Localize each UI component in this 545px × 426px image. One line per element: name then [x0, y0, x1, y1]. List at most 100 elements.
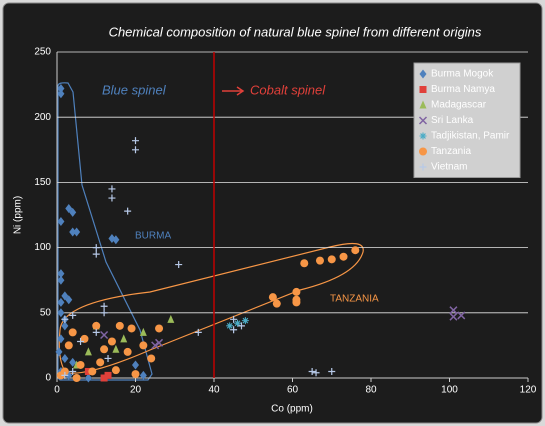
- point: [77, 337, 85, 345]
- point: [230, 326, 238, 334]
- point: [124, 207, 132, 215]
- point: [69, 357, 77, 367]
- point: [457, 311, 466, 320]
- point: [339, 252, 348, 261]
- legend-marker: [418, 116, 428, 125]
- point: [65, 295, 73, 305]
- point: [308, 367, 316, 375]
- x-tick-label: 0: [54, 385, 60, 396]
- x-tick-label: 60: [287, 385, 299, 396]
- point: [84, 373, 92, 383]
- point: [292, 287, 301, 296]
- x-tick-label: 20: [130, 385, 142, 396]
- legend-label: Sri Lanka: [431, 115, 474, 126]
- point: [300, 259, 309, 268]
- point: [268, 293, 277, 302]
- legend-marker: [419, 100, 427, 109]
- point: [104, 354, 112, 362]
- point: [73, 227, 81, 237]
- x-tick-label: 100: [441, 385, 458, 396]
- legend-marker: [419, 163, 427, 171]
- point: [57, 84, 65, 94]
- point: [92, 244, 100, 252]
- point: [131, 370, 140, 379]
- point: [104, 371, 112, 379]
- point: [61, 315, 69, 323]
- point: [127, 324, 136, 333]
- legend-marker: [419, 147, 427, 156]
- point: [132, 137, 139, 145]
- point: [147, 354, 156, 363]
- legend-marker: [419, 132, 427, 140]
- point: [327, 255, 336, 264]
- point: [115, 321, 124, 330]
- legend-box: [413, 62, 521, 178]
- legend-label: Madagascar: [431, 100, 487, 111]
- point: [107, 337, 116, 346]
- point: [76, 360, 85, 369]
- point: [64, 341, 73, 350]
- point: [100, 309, 108, 317]
- point: [92, 321, 101, 330]
- point: [96, 358, 105, 367]
- point: [132, 360, 139, 370]
- annotation: TANZANIA: [330, 294, 379, 305]
- y-tick-label: 0: [45, 373, 51, 384]
- point: [312, 369, 320, 377]
- point: [132, 146, 139, 154]
- point: [315, 256, 324, 265]
- point: [69, 367, 77, 375]
- point: [151, 341, 160, 350]
- point: [108, 194, 116, 202]
- point: [80, 334, 89, 343]
- burma-outline: [57, 82, 153, 381]
- point: [139, 327, 147, 336]
- point: [88, 367, 97, 376]
- y-tick-label: 100: [34, 242, 51, 253]
- point: [100, 302, 108, 310]
- y-tick-label: 200: [34, 112, 51, 123]
- point: [72, 374, 81, 382]
- y-tick-label: 50: [40, 307, 52, 318]
- point: [69, 311, 77, 319]
- point: [57, 297, 65, 307]
- point: [100, 345, 109, 354]
- legend-label: Vietnam: [431, 162, 468, 173]
- point: [449, 312, 458, 321]
- point: [112, 235, 120, 245]
- point: [57, 269, 65, 279]
- point: [56, 371, 65, 380]
- point: [292, 295, 301, 304]
- point: [69, 207, 77, 217]
- point: [230, 315, 238, 323]
- point: [57, 334, 65, 344]
- x-tick-label: 120: [520, 385, 537, 396]
- legend-label: Tadjikistan, Pamir: [431, 131, 510, 142]
- point: [139, 370, 147, 380]
- point: [61, 353, 69, 363]
- point: [449, 306, 458, 315]
- point: [120, 334, 128, 343]
- x-tick-label: 80: [365, 385, 377, 396]
- point: [167, 314, 175, 323]
- point: [351, 246, 360, 255]
- point: [155, 324, 164, 333]
- point: [57, 217, 65, 227]
- x-axis-label: Co (ppm): [271, 404, 313, 415]
- point: [155, 338, 164, 347]
- point: [100, 374, 108, 382]
- arrow: [222, 86, 245, 96]
- point: [111, 366, 120, 375]
- point: [61, 321, 69, 331]
- point: [69, 227, 77, 237]
- point: [68, 328, 77, 337]
- legend-marker: [419, 86, 427, 93]
- point: [92, 250, 100, 258]
- point: [100, 330, 109, 339]
- point: [328, 367, 336, 375]
- y-axis-label: Ni (ppm): [13, 196, 24, 234]
- point: [61, 371, 69, 379]
- point: [57, 275, 65, 285]
